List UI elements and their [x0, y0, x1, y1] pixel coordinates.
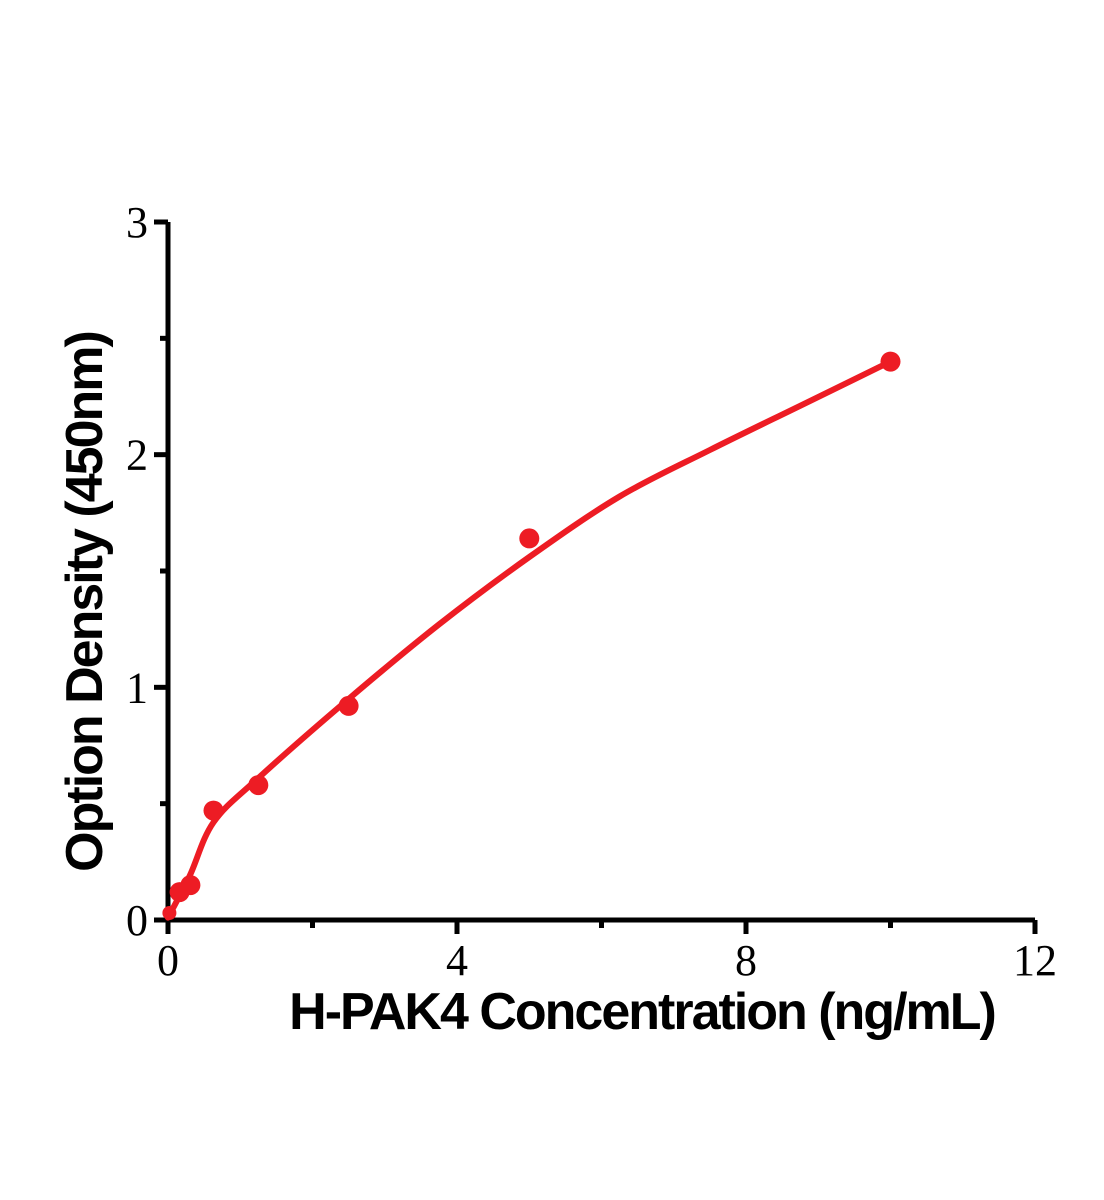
x-tick-label: 0	[157, 936, 179, 985]
data-point	[880, 351, 901, 372]
y-tick-label: 1	[126, 663, 148, 712]
x-axis-title: H-PAK4 Concentration (ng/mL)	[289, 983, 997, 1041]
x-tick-label: 4	[446, 936, 468, 985]
fit-curve-line	[165, 358, 894, 921]
x-tick-label: 8	[735, 936, 757, 985]
data-point	[338, 695, 359, 716]
y-tick-label: 3	[126, 198, 148, 247]
data-point	[519, 528, 540, 549]
x-tick-label: 12	[1013, 936, 1057, 985]
data-point	[203, 800, 224, 821]
data-point	[180, 875, 201, 896]
y-axis-title: Option Density (450nm)	[56, 332, 114, 872]
y-tick-label: 2	[126, 431, 148, 480]
y-tick-label: 0	[126, 896, 148, 945]
data-point	[248, 775, 269, 796]
data-point	[162, 906, 177, 920]
